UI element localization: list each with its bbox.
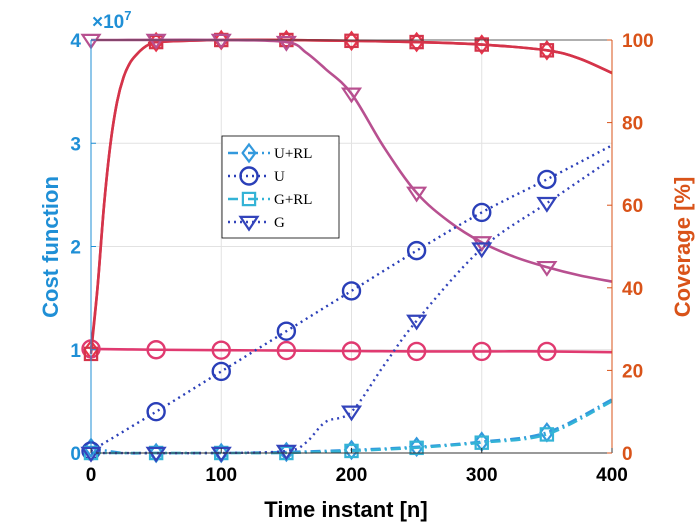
legend-marker xyxy=(241,142,257,164)
cost-marker xyxy=(472,202,492,223)
legend-marker xyxy=(241,191,257,207)
cost-marker xyxy=(146,402,166,422)
legend-item: G+RL xyxy=(228,191,312,208)
legend-item: G xyxy=(228,215,285,232)
legend-label: U+RL xyxy=(274,146,312,162)
coverage-marker xyxy=(146,340,166,360)
cost-marker xyxy=(276,321,297,341)
legend-marker xyxy=(239,166,259,186)
legend-item: U xyxy=(228,166,285,186)
coverage-marker xyxy=(539,43,555,58)
y-left-tick-label: 2 xyxy=(70,238,81,259)
coverage-line xyxy=(90,347,613,354)
x-tick-label: 200 xyxy=(336,465,368,486)
legend-items: U+RL U G+RL G xyxy=(228,142,312,232)
y-right-tick-label: 100 xyxy=(622,31,654,52)
coverage-marker xyxy=(406,186,428,203)
cost-marker xyxy=(408,436,425,458)
y-right-tick-label: 60 xyxy=(622,196,643,217)
cost-marker xyxy=(406,240,427,261)
coverage-marker xyxy=(340,87,363,104)
cost-marker xyxy=(409,440,424,456)
y-right-tick-label: 0 xyxy=(622,444,633,465)
cost-marker xyxy=(275,444,297,461)
legend: U+RL U G+RL G xyxy=(221,135,340,239)
y-left-exponent-power: 7 xyxy=(124,8,131,23)
cost-marker xyxy=(537,169,557,190)
coverage-marker xyxy=(211,340,231,360)
coverage-series-2 xyxy=(81,339,613,362)
coverage-marker xyxy=(474,37,489,52)
legend-item: U+RL xyxy=(228,142,312,164)
y-right-tick-label: 80 xyxy=(622,114,643,135)
y-left-tick-label: 4 xyxy=(70,31,81,52)
coverage-marker xyxy=(408,31,425,53)
coverage-marker xyxy=(409,34,424,50)
coverage-marker xyxy=(145,33,167,50)
x-tick-label: 0 xyxy=(86,465,97,486)
cost-marker xyxy=(344,443,359,459)
coverage-marker xyxy=(474,34,490,55)
cost-marker xyxy=(536,196,558,213)
cost-marker xyxy=(341,281,362,301)
x-axis-label: Time instant [n] xyxy=(264,497,427,522)
coverage-marker xyxy=(276,340,297,361)
y-left-tick-label: 0 xyxy=(70,444,81,465)
cost-marker xyxy=(471,242,493,259)
coverage-marker xyxy=(210,33,232,50)
legend-label: G+RL xyxy=(274,192,312,208)
coverage-marker xyxy=(537,341,557,362)
coverage-marker xyxy=(275,35,297,52)
coverage-marker xyxy=(80,33,102,50)
coverage-marker xyxy=(472,341,492,362)
coverage-marker xyxy=(406,341,427,362)
y-left-exponent-base: ×10 xyxy=(92,12,124,33)
x-tick-label: 300 xyxy=(466,465,498,486)
y-left-axis-label: Cost function xyxy=(38,176,63,318)
coverage-series-4 xyxy=(80,33,613,283)
x-tick-label: 100 xyxy=(205,465,237,486)
cost-marker xyxy=(145,446,167,463)
cost-marker xyxy=(539,427,555,442)
coverage-series-1 xyxy=(83,29,613,361)
cost-marker xyxy=(211,361,231,382)
y-right-tick-label: 40 xyxy=(622,279,643,300)
y-left-tick-label: 3 xyxy=(70,134,81,155)
coverage-marker xyxy=(344,33,359,49)
cost-series-g xyxy=(80,157,613,463)
y-left-exponent: ×107 xyxy=(92,8,131,33)
legend-label: G xyxy=(274,215,285,231)
x-tick-label: 400 xyxy=(596,465,628,486)
coverage-marker xyxy=(539,39,555,61)
legend-marker xyxy=(238,215,260,232)
legend-label: U xyxy=(274,169,285,185)
cost-marker xyxy=(406,314,428,331)
cost-marker xyxy=(340,405,363,422)
cost-marker xyxy=(343,439,360,461)
y-left-tick-label: 1 xyxy=(70,341,81,362)
y-right-axis-label: Coverage [%] xyxy=(670,177,695,318)
cost-marker xyxy=(83,437,99,459)
coverage-marker xyxy=(343,30,360,52)
y-right-tick-label: 20 xyxy=(622,361,643,382)
coverage-marker xyxy=(341,341,362,361)
cost-marker xyxy=(210,446,232,463)
coverage-series-3 xyxy=(83,32,613,362)
coverage-marker xyxy=(536,260,558,277)
